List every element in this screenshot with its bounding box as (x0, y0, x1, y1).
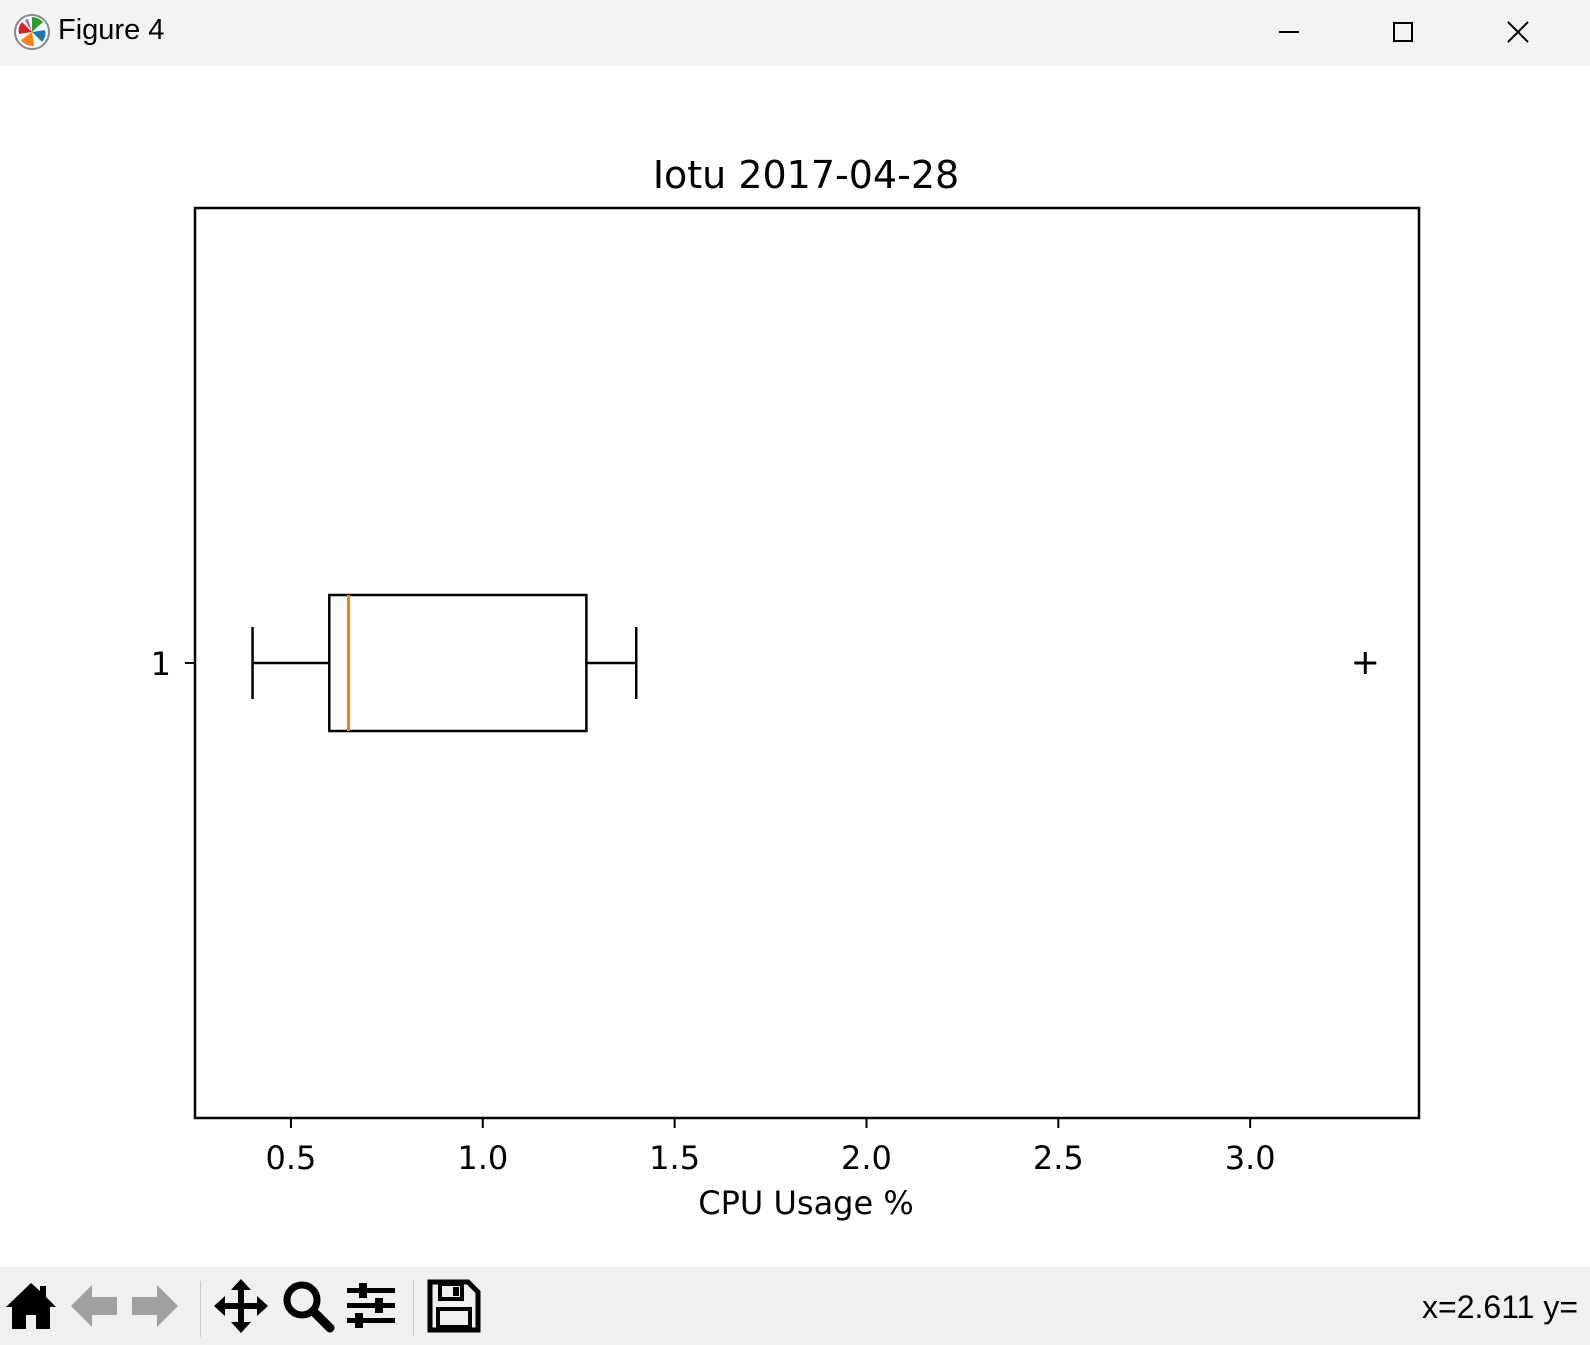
toolbar-separator (413, 1281, 414, 1337)
cursor-coordinates: x=2.611 y= (1422, 1289, 1578, 1325)
figure-canvas[interactable]: Iotu 2017-04-28 0.5 1.0 1.5 2.0 2.5 3.0 1 CPU… (0, 66, 1590, 1267)
boxplot-chart: Iotu 2017-04-28 0.5 1.0 1.5 2.0 2.5 3.0 1 CPU… (151, 153, 1421, 1222)
matplotlib-logo-icon (14, 14, 50, 50)
pan-button[interactable] (212, 1277, 270, 1335)
window-title: Figure 4 (58, 14, 165, 46)
forward-button[interactable] (126, 1277, 184, 1335)
boxplot-boxes (251, 593, 1377, 733)
y-tick-label: 1 (151, 645, 171, 683)
home-button[interactable] (2, 1277, 60, 1335)
window-titlebar: Figure 4 (0, 0, 1590, 66)
maximize-button[interactable] (1373, 6, 1433, 58)
x-axis-ticks: 0.5 1.0 1.5 2.0 2.5 3.0 (265, 1118, 1276, 1177)
home-icon (6, 1283, 56, 1329)
y-axis-ticks: 1 (151, 645, 195, 683)
save-button[interactable] (425, 1277, 483, 1335)
back-arrow-icon (71, 1285, 117, 1327)
close-icon (1507, 21, 1529, 43)
minimize-button[interactable] (1259, 6, 1319, 58)
maximize-icon (1393, 22, 1413, 42)
x-tick-label: 1.5 (649, 1139, 700, 1177)
x-tick-label: 2.5 (1033, 1139, 1084, 1177)
x-axis-label: CPU Usage % (698, 1184, 914, 1222)
plot-area-frame (193, 206, 1421, 1120)
back-button[interactable] (65, 1277, 123, 1335)
x-tick-label: 1.0 (457, 1139, 508, 1177)
forward-arrow-icon (132, 1285, 178, 1327)
x-tick-label: 0.5 (265, 1139, 316, 1177)
toolbar-separator (200, 1281, 201, 1337)
flier-point (1354, 652, 1377, 674)
save-icon (427, 1279, 481, 1333)
box-iqr (328, 593, 588, 733)
zoom-icon (283, 1281, 335, 1333)
chart-title: Iotu 2017-04-28 (653, 153, 959, 197)
x-tick-label: 2.0 (841, 1139, 892, 1177)
close-button[interactable] (1488, 6, 1548, 58)
zoom-button[interactable] (278, 1277, 336, 1335)
minimize-icon (1279, 31, 1299, 33)
navigation-toolbar: x=2.611 y= (0, 1267, 1590, 1345)
pan-icon (214, 1279, 268, 1333)
configure-subplots-button[interactable] (343, 1277, 401, 1335)
configure-subplots-icon (347, 1283, 395, 1328)
x-tick-label: 3.0 (1225, 1139, 1276, 1177)
